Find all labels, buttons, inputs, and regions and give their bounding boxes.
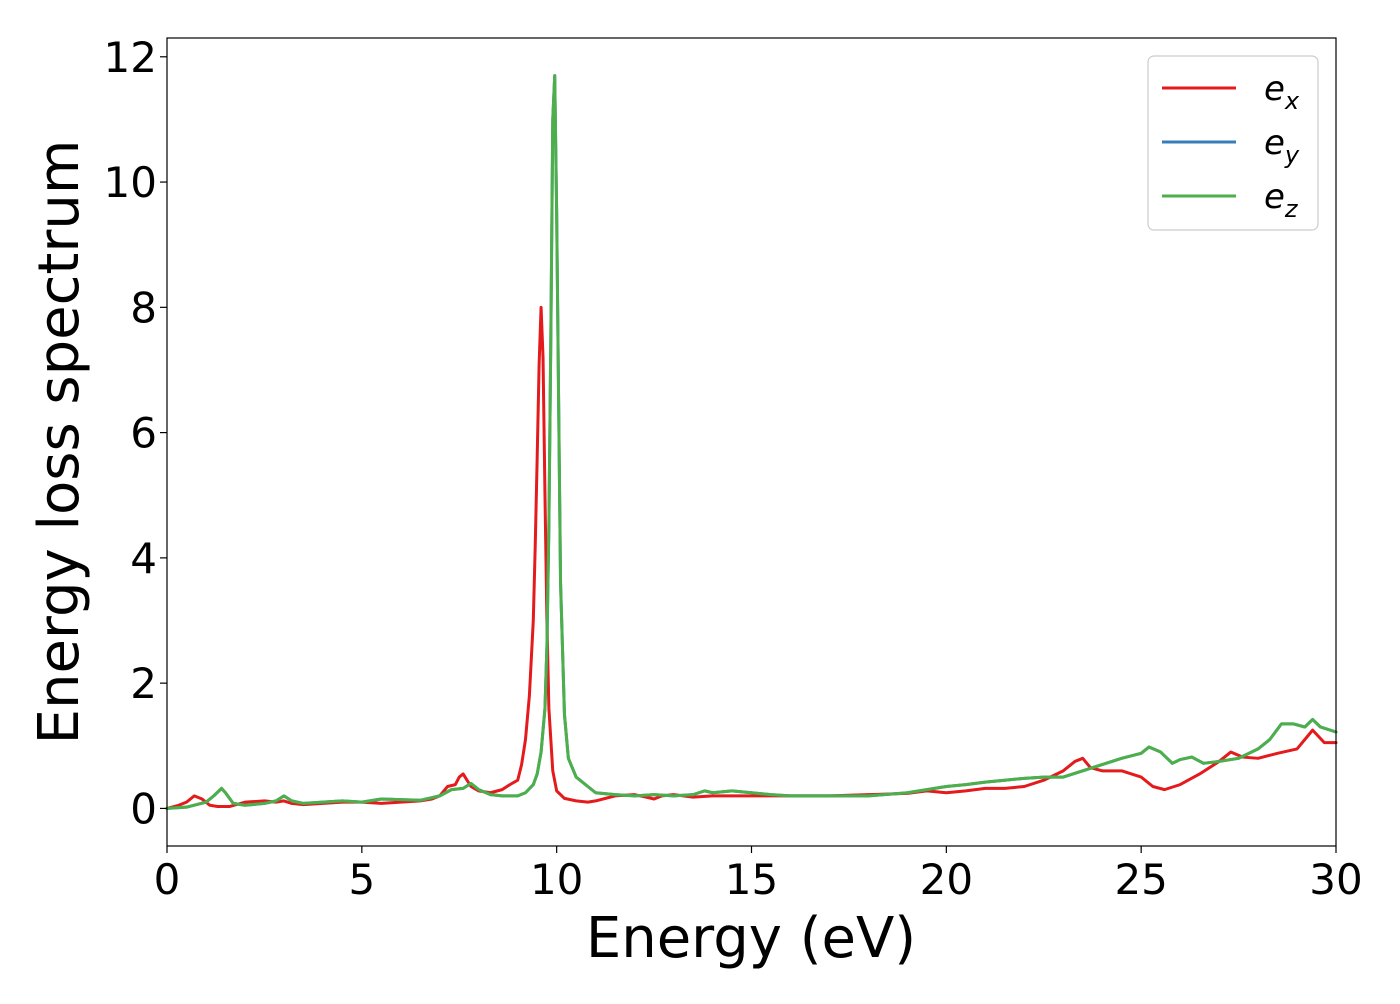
axis-ticks-layer: 0 5 10 15 20 25 30 0 2 4 6 8 10 12 (104, 33, 1363, 904)
x-tick-label: 25 (1114, 855, 1167, 904)
y-tick-label: 2 (130, 659, 157, 708)
x-tick-label: 15 (725, 855, 778, 904)
x-axis-label: Energy (eV) (586, 906, 916, 971)
x-tick-label: 0 (154, 855, 181, 904)
y-tick-label: 8 (130, 283, 157, 332)
legend-label: ez (1264, 177, 1299, 223)
y-axis-label: Energy loss spectrum (27, 140, 92, 745)
y-tick-label: 10 (104, 158, 157, 207)
x-tick-label: 30 (1309, 855, 1362, 904)
series-line-x (165, 305, 1338, 810)
legend-label: ey (1264, 123, 1300, 169)
y-tick-label: 12 (104, 33, 157, 82)
legend-entry-x: ex (1162, 69, 1300, 115)
series-line-z (165, 74, 1338, 810)
y-tick-label: 6 (130, 409, 157, 458)
series-lines-layer (165, 74, 1338, 810)
y-tick-label: 4 (130, 534, 157, 583)
y-tick-label: 0 (130, 784, 157, 833)
legend: ex ey ez (1147, 55, 1319, 231)
legend-entry-y: ey (1162, 123, 1300, 169)
x-tick-label: 20 (920, 855, 973, 904)
legend-label: ex (1264, 69, 1300, 115)
legend-entry-z: ez (1162, 177, 1299, 223)
x-tick-label: 10 (530, 855, 583, 904)
x-tick-label: 5 (348, 855, 375, 904)
